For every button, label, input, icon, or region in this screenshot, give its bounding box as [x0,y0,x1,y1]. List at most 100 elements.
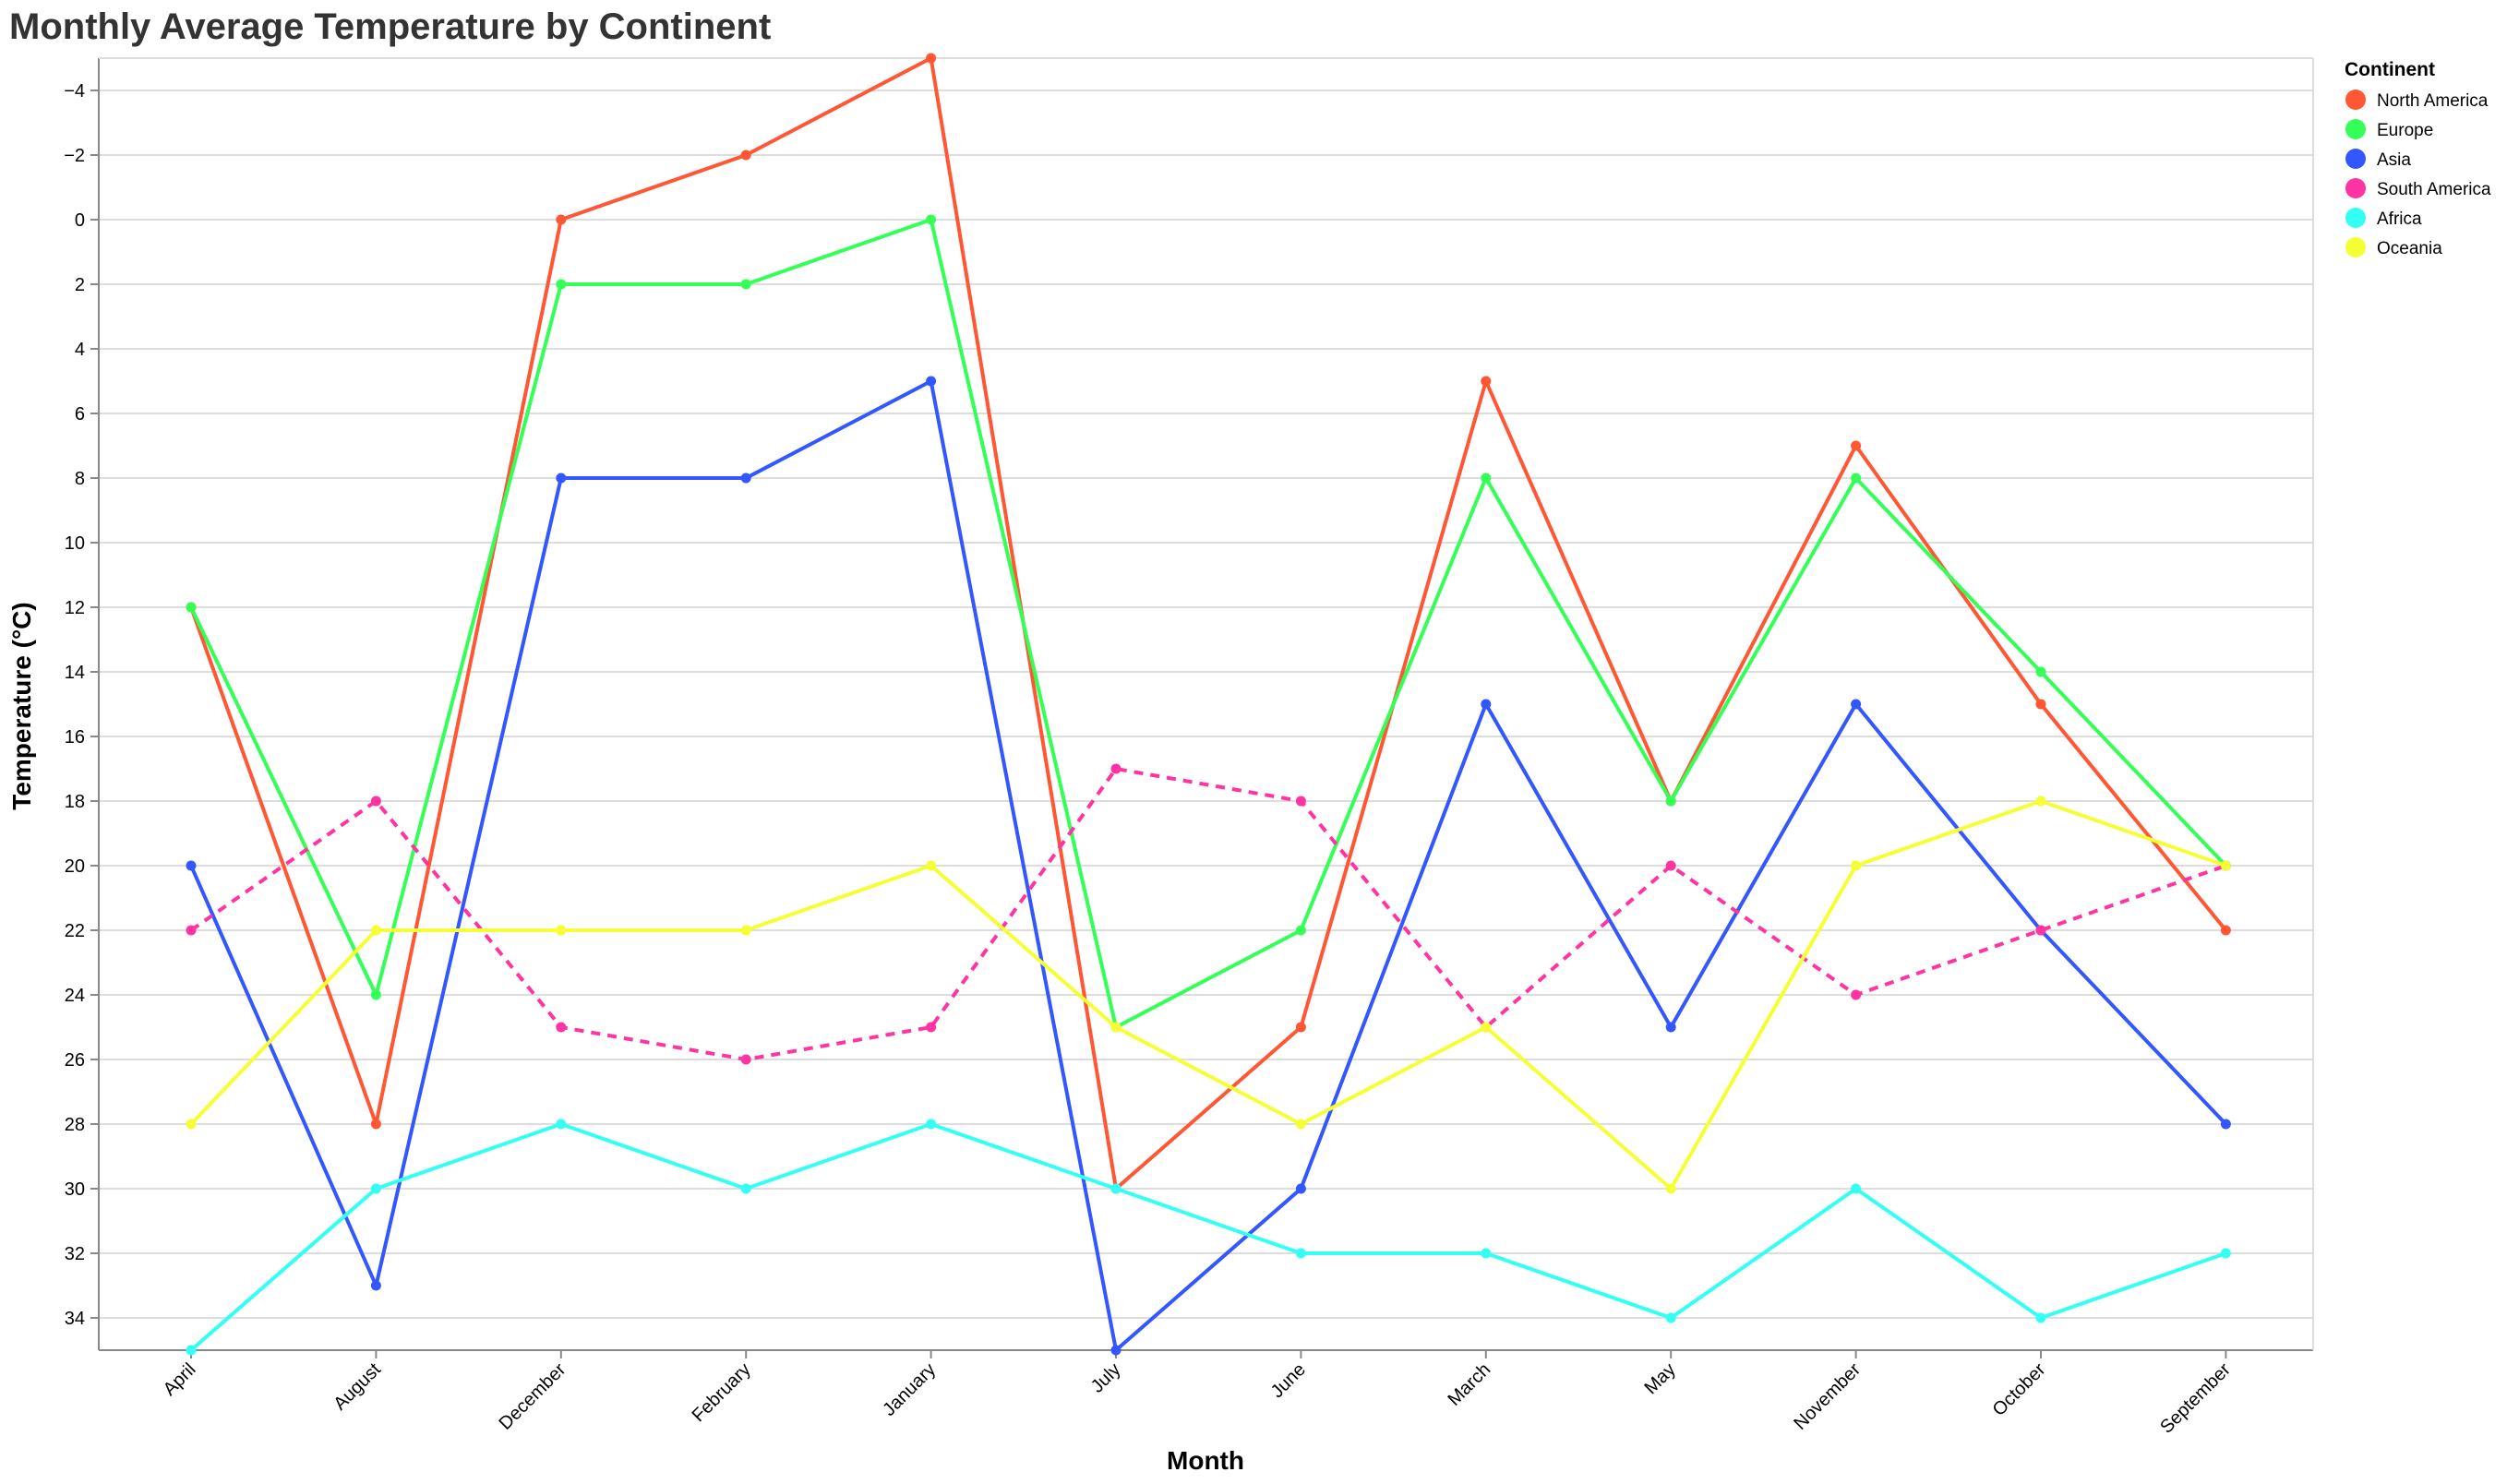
data-point[interactable] [556,279,567,290]
data-point[interactable] [926,376,937,387]
y-tick-label: 12 [65,598,85,618]
data-point[interactable] [2035,666,2046,677]
legend-item[interactable]: South America [2345,178,2491,199]
y-tick-label: 10 [65,533,85,554]
data-point[interactable] [1851,699,1862,710]
data-point[interactable] [556,925,567,936]
legend-item[interactable]: Oceania [2345,237,2442,258]
legend-title: Continent [2345,59,2435,80]
data-point[interactable] [1295,1183,1306,1194]
data-point[interactable] [370,796,381,807]
series-line [189,379,2227,1352]
data-point[interactable] [1110,1183,1122,1194]
data-point[interactable] [740,1183,751,1194]
legend-swatch [2345,178,2366,198]
y-tick-label: 26 [65,1050,85,1071]
x-axis-title: Month [1167,1446,1244,1475]
data-point[interactable] [2220,1119,2231,1130]
legend-swatch [2345,237,2366,257]
series-africa [186,1119,2231,1356]
data-point[interactable] [926,214,937,225]
data-point[interactable] [556,1022,567,1033]
y-tick-label: 14 [65,663,85,683]
y-tick-label: 16 [65,727,85,748]
legend-item[interactable]: Africa [2345,208,2422,229]
data-point[interactable] [1481,1248,1492,1259]
data-point[interactable] [186,602,197,613]
y-tick-label: 32 [65,1244,85,1264]
data-point[interactable] [186,925,197,936]
x-tick-label: April [160,1359,200,1400]
data-point[interactable] [370,925,381,936]
data-point[interactable] [2035,1312,2046,1323]
data-point[interactable] [1295,796,1306,807]
data-point[interactable] [1110,1022,1122,1033]
y-tick-label: 4 [75,340,85,360]
y-tick-label: 2 [75,275,85,295]
data-point[interactable] [1295,1248,1306,1259]
data-point[interactable] [2035,699,2046,710]
data-point[interactable] [1851,860,1862,871]
series-line [189,56,2227,1191]
legend: Continent North America Europe Asia South A… [2345,59,2491,258]
y-tick-label: 34 [65,1309,85,1329]
legend-swatch [2345,149,2366,169]
data-point[interactable] [740,150,751,161]
data-point[interactable] [926,860,937,871]
data-point[interactable] [2220,1248,2231,1259]
series-line [189,767,2227,1061]
data-point[interactable] [740,279,751,290]
data-point[interactable] [370,989,381,1000]
data-point[interactable] [1665,1312,1676,1323]
data-point[interactable] [1665,796,1676,807]
data-point[interactable] [1295,1119,1306,1130]
data-point[interactable] [186,1119,197,1130]
series-north-america [186,53,2231,1194]
data-point[interactable] [1110,1345,1122,1356]
legend-swatch [2345,119,2366,139]
data-point[interactable] [556,1119,567,1130]
data-point[interactable] [186,1345,197,1356]
data-point[interactable] [186,860,197,871]
data-point[interactable] [1665,860,1676,871]
data-point[interactable] [2220,925,2231,936]
data-point[interactable] [1481,473,1492,484]
x-tick-label: October [1989,1359,2050,1420]
data-point[interactable] [1851,440,1862,451]
x-tick-label: November [1790,1359,1865,1434]
data-point[interactable] [2035,796,2046,807]
data-point[interactable] [556,473,567,484]
data-point[interactable] [740,925,751,936]
data-point[interactable] [2220,860,2231,871]
x-tick-label: January [879,1359,940,1420]
data-point[interactable] [1665,1022,1676,1033]
data-point[interactable] [1481,699,1492,710]
data-point[interactable] [740,473,751,484]
data-point[interactable] [926,53,937,64]
data-point[interactable] [1851,989,1862,1000]
legend-item[interactable]: North America [2345,90,2489,111]
data-point[interactable] [370,1119,381,1130]
data-point[interactable] [1851,1183,1862,1194]
data-point[interactable] [1481,376,1492,387]
data-point[interactable] [1110,763,1122,774]
legend-item[interactable]: Europe [2345,119,2433,140]
data-point[interactable] [1665,1183,1676,1194]
series-line [189,1122,2227,1352]
data-point[interactable] [926,1022,937,1033]
data-point[interactable] [926,1119,937,1130]
data-point[interactable] [2035,925,2046,936]
series-oceania [186,796,2231,1194]
data-point[interactable] [370,1183,381,1194]
legend-swatch [2345,90,2366,110]
data-point[interactable] [556,214,567,225]
legend-item[interactable]: Asia [2345,149,2411,170]
data-point[interactable] [740,1054,751,1065]
data-point[interactable] [370,1280,381,1291]
data-point[interactable] [1295,1022,1306,1033]
data-point[interactable] [1481,1022,1492,1033]
data-point[interactable] [1295,925,1306,936]
data-point[interactable] [1851,473,1862,484]
chart-title: Monthly Average Temperature by Continent [9,6,771,47]
